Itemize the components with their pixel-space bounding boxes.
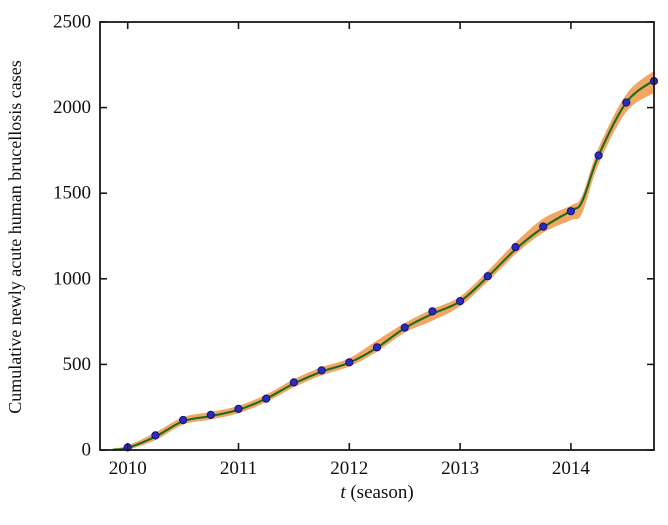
observed-data-point	[345, 358, 354, 367]
observed-data-point	[456, 297, 465, 306]
x-axis-title-variable: t	[340, 482, 346, 503]
observed-data-point	[234, 404, 243, 413]
y-tick-label: 2500	[53, 12, 91, 33]
y-axis-title: Cumulative newly acute human brucellosis…	[5, 60, 25, 414]
x-axis-title-unit: (season)	[345, 482, 414, 503]
observed-data-point	[400, 323, 409, 332]
observed-data-point	[539, 222, 548, 231]
observed-data-point	[483, 272, 492, 281]
y-tick-label: 500	[63, 354, 92, 375]
observed-data-point	[511, 243, 520, 252]
observed-data-point	[317, 366, 326, 375]
x-tick-label: 2013	[441, 458, 479, 479]
y-tick-label: 2000	[53, 97, 91, 118]
x-tick-label: 2010	[109, 458, 147, 479]
plot-box	[99, 21, 655, 451]
observed-data-point	[428, 307, 437, 316]
x-tick-label: 2012	[330, 458, 368, 479]
y-tick-label: 0	[82, 440, 92, 461]
x-tick-label: 2014	[552, 458, 591, 479]
y-tick-label: 1000	[53, 268, 91, 289]
observed-data-point	[179, 415, 188, 425]
confidence-band	[113, 70, 655, 451]
observed-data-point	[566, 207, 576, 216]
observed-data-point	[151, 431, 160, 440]
observed-data-point	[594, 151, 603, 160]
observed-data-point	[206, 410, 215, 419]
observed-data-point	[262, 394, 271, 403]
observed-data-point	[289, 378, 298, 387]
model-fit-line	[112, 79, 656, 451]
y-tick-label: 1500	[53, 183, 91, 204]
x-tick-label: 2011	[220, 458, 257, 479]
observed-data-point	[622, 98, 631, 107]
x-axis-title: t (season)	[227, 482, 527, 506]
observed-data-point	[372, 343, 382, 352]
